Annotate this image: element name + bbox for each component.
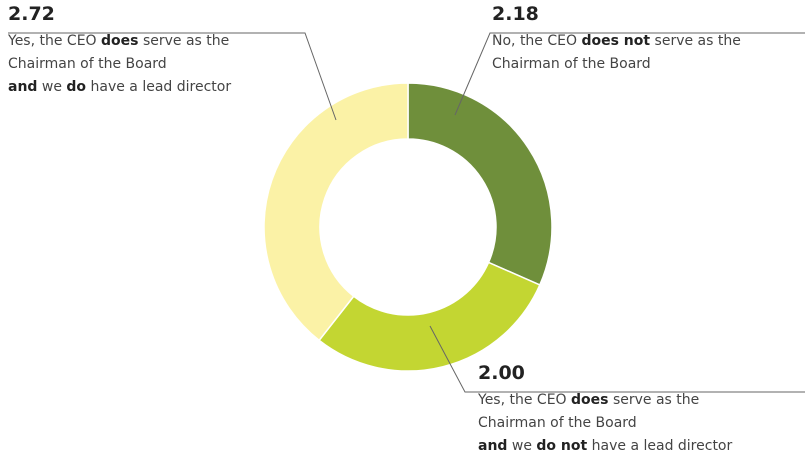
label-run: and xyxy=(478,438,507,454)
segment-label: and we do have a lead director xyxy=(8,79,231,95)
label-run: No, the CEO xyxy=(492,33,581,49)
label-run: have a lead director xyxy=(587,438,732,454)
label-run: have a lead director xyxy=(86,79,231,95)
donut-segment xyxy=(407,82,553,286)
label-run: does not xyxy=(581,33,650,49)
value-label: 2.72 xyxy=(8,3,55,25)
label-run: Chairman of the Board xyxy=(8,56,167,72)
value-label: 2.00 xyxy=(478,362,525,384)
label-run: serve as the xyxy=(650,33,741,49)
leader-line xyxy=(8,32,337,121)
segment-label: Chairman of the Board xyxy=(478,415,637,431)
label-run: does xyxy=(101,33,138,49)
segment-label: No, the CEO does not serve as the xyxy=(492,33,741,49)
label-run: we xyxy=(507,438,536,454)
donut-segment xyxy=(263,82,409,342)
label-run: Chairman of the Board xyxy=(492,56,651,72)
segment-label: Chairman of the Board xyxy=(8,56,167,72)
label-run: Chairman of the Board xyxy=(478,415,637,431)
label-run: we xyxy=(37,79,66,95)
leader-line xyxy=(454,32,805,116)
label-run: does xyxy=(571,392,608,408)
label-run: do not xyxy=(536,438,587,454)
label-run: Yes, the CEO xyxy=(477,392,571,408)
label-run: Yes, the CEO xyxy=(7,33,101,49)
value-label: 2.18 xyxy=(492,3,539,25)
label-run: serve as the xyxy=(139,33,230,49)
segment-label: and we do not have a lead director xyxy=(478,438,732,454)
label-run: serve as the xyxy=(609,392,700,408)
segment-label: Chairman of the Board xyxy=(492,56,651,72)
leader-line xyxy=(429,325,805,393)
label-run: do xyxy=(66,79,86,95)
donut-segment xyxy=(318,261,541,372)
segment-label: Yes, the CEO does serve as the xyxy=(477,392,699,408)
label-run: and xyxy=(8,79,37,95)
segment-label: Yes, the CEO does serve as the xyxy=(7,33,229,49)
